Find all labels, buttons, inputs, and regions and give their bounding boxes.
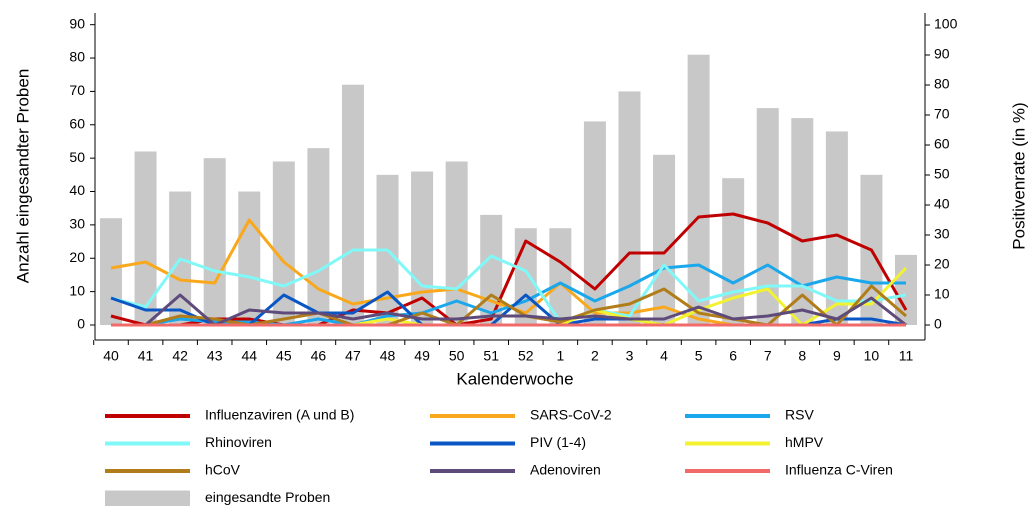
y2-tick-label: 60 <box>934 136 950 152</box>
legend-label: eingesandte Proben <box>205 489 330 505</box>
bar <box>583 121 606 325</box>
x-tick-label: 40 <box>103 348 119 364</box>
bar <box>134 151 157 325</box>
x-tick-label: 4 <box>660 348 668 364</box>
legend-label: Influenza C-Viren <box>785 462 893 478</box>
x-axis-title: Kalenderwoche <box>456 369 573 388</box>
y2-tick-label: 30 <box>934 226 950 242</box>
y-tick-label: 10 <box>69 282 85 298</box>
x-tick-label: 8 <box>798 348 806 364</box>
y-tick-label: 70 <box>69 82 85 98</box>
x-tick-label: 48 <box>380 348 396 364</box>
line-series <box>110 248 907 324</box>
bar <box>307 148 330 325</box>
y2-tick-label: 50 <box>934 166 950 182</box>
bar <box>825 131 848 325</box>
y-tick-label: 40 <box>69 182 85 198</box>
y2-tick-label: 0 <box>934 316 942 332</box>
bar <box>238 191 261 325</box>
x-tick-label: 42 <box>172 348 188 364</box>
x-tick-label: 47 <box>345 348 361 364</box>
x-tick-label: 46 <box>311 348 327 364</box>
legend-label: RSV <box>785 407 814 423</box>
y-tick-label: 60 <box>69 115 85 131</box>
legend-label: Influenzaviren (A und B) <box>205 407 354 423</box>
y-tick-label: 80 <box>69 49 85 65</box>
x-tick-label: 52 <box>518 348 534 364</box>
x-tick-label: 11 <box>899 348 914 364</box>
y2-tick-label: 40 <box>934 196 950 212</box>
legend-label: SARS-CoV-2 <box>530 407 612 423</box>
legend-label: hCoV <box>205 462 241 478</box>
x-tick-label: 44 <box>241 348 257 364</box>
y-tick-label: 30 <box>69 216 85 232</box>
line-series <box>111 293 907 327</box>
x-tick-label: 51 <box>483 348 499 364</box>
x-tick-label: 2 <box>591 348 599 364</box>
x-tick-label: 49 <box>414 348 430 364</box>
legend-swatch <box>105 490 190 507</box>
bar <box>653 154 676 325</box>
bar <box>341 84 364 325</box>
y2-tick-label: 80 <box>934 76 950 92</box>
y2-tick-label: 70 <box>934 106 950 122</box>
bar <box>549 228 572 325</box>
bar <box>791 118 814 325</box>
bar <box>722 178 745 325</box>
bar <box>756 108 779 325</box>
bar <box>100 218 122 325</box>
bar <box>480 214 503 325</box>
y-axis-title: Anzahl eingesandter Proben <box>13 69 32 284</box>
x-tick-label: 50 <box>449 348 465 364</box>
legend-label: hMPV <box>785 434 824 450</box>
y2-tick-label: 90 <box>934 46 950 62</box>
y-tick-label: 20 <box>69 249 85 265</box>
bar <box>687 54 710 325</box>
x-tick-label: 41 <box>138 348 154 364</box>
x-tick-label: 43 <box>207 348 223 364</box>
x-tick-label: 9 <box>833 348 841 364</box>
y2-tick-label: 10 <box>934 286 950 302</box>
x-tick-label: 6 <box>729 348 737 364</box>
y-tick-label: 90 <box>69 15 85 31</box>
y2-tick-label: 100 <box>934 16 958 32</box>
bar <box>203 158 226 325</box>
legend-label: PIV (1-4) <box>530 434 586 450</box>
x-tick-label: 3 <box>626 348 634 364</box>
x-tick-label: 7 <box>764 348 772 364</box>
line-series <box>110 212 908 327</box>
x-tick-label: 5 <box>695 348 703 364</box>
bar <box>618 91 641 325</box>
x-tick-label: 45 <box>276 348 292 364</box>
y-tick-label: 0 <box>77 316 85 332</box>
y2-tick-label: 20 <box>934 256 950 272</box>
x-tick-label: 10 <box>864 348 880 364</box>
y2-axis-title: Positivenrate (in %) <box>1009 102 1028 249</box>
legend-label: Rhinoviren <box>205 434 272 450</box>
y-tick-label: 50 <box>69 149 85 165</box>
legend-label: Adenoviren <box>530 462 601 478</box>
x-tick-label: 1 <box>556 348 564 364</box>
